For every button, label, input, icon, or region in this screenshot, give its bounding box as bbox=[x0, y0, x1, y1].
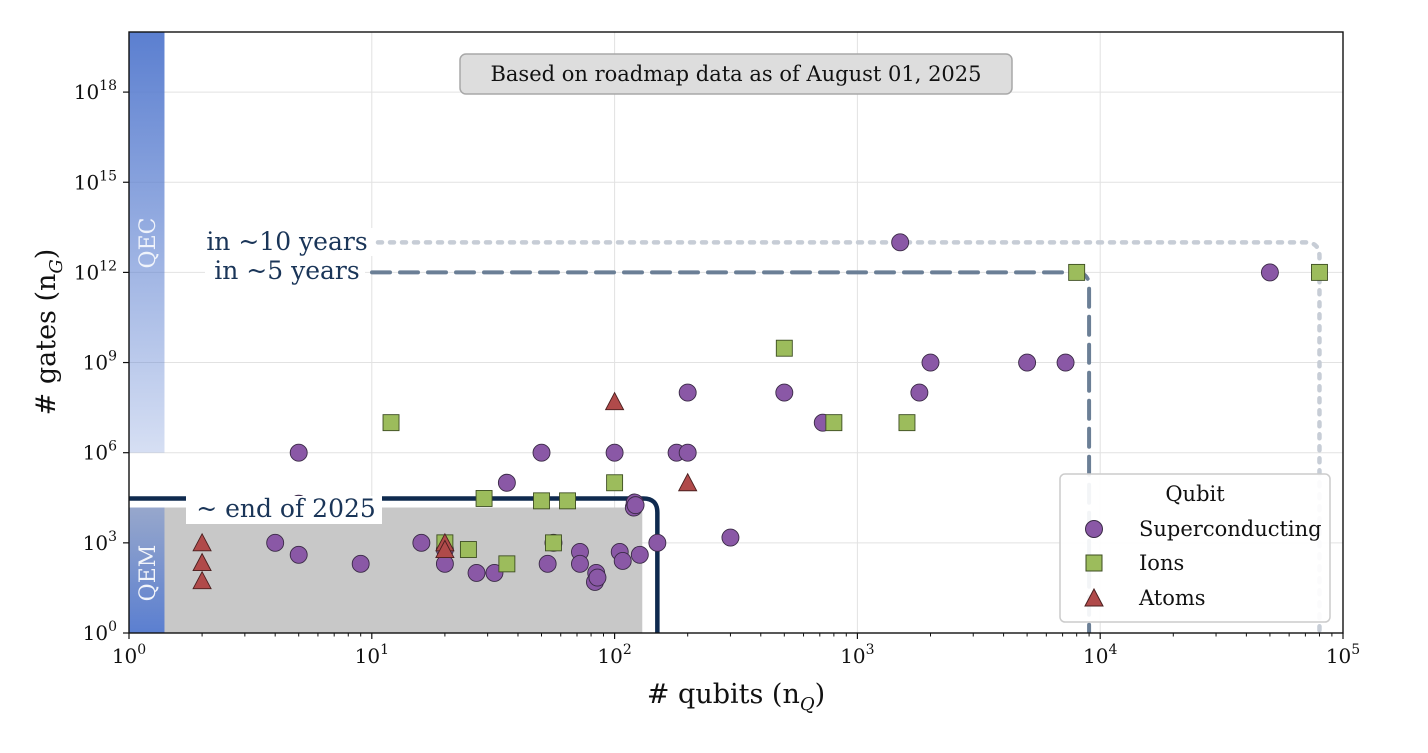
legend-marker-superconducting bbox=[1085, 520, 1103, 538]
data-point-atoms bbox=[604, 391, 625, 411]
data-point-ions bbox=[606, 474, 624, 492]
data-point-superconducting bbox=[678, 443, 697, 462]
data-point-superconducting bbox=[351, 554, 370, 573]
data-point-ions bbox=[898, 414, 916, 432]
y-axis-label: # gates (nG) bbox=[31, 249, 67, 416]
annotation-text: Based on roadmap data as of August 01, 2… bbox=[490, 62, 981, 86]
legend-label-atoms: Atoms bbox=[1138, 586, 1206, 610]
qec-region-label: QEC bbox=[136, 218, 161, 269]
frontier-label-10y-bg bbox=[196, 228, 374, 256]
plot-border bbox=[128, 31, 1344, 634]
data-point-ions bbox=[775, 339, 793, 357]
y-tick-label: 100 bbox=[83, 619, 117, 645]
legend-marker-ions bbox=[1085, 554, 1103, 572]
x-tick-label: 102 bbox=[597, 642, 631, 668]
frontier-label-2025-bg bbox=[186, 496, 382, 524]
data-point-superconducting bbox=[532, 443, 551, 462]
data-point-ions bbox=[1068, 263, 1086, 281]
qem-region-label: QEM bbox=[136, 545, 161, 602]
y-tick-label: 109 bbox=[83, 349, 117, 375]
data-point-superconducting bbox=[588, 568, 607, 587]
data-point-superconducting bbox=[613, 551, 632, 570]
frontier-label-10y: in ~10 years bbox=[206, 227, 367, 256]
frontier-label-5y-bg bbox=[205, 258, 365, 286]
legend-marker-atoms bbox=[1084, 587, 1104, 607]
plot-frame bbox=[128, 31, 1344, 634]
x-tick-label: 105 bbox=[1326, 642, 1360, 668]
data-point-ions bbox=[1311, 263, 1328, 281]
data-point-superconducting bbox=[921, 353, 940, 372]
axis-ticks: 100 101 102 103 104 105 100 103 106 109 1012 1015 10… bbox=[74, 78, 1360, 668]
data-point-superconducting bbox=[289, 443, 308, 462]
data-point-superconducting bbox=[467, 563, 486, 582]
data-point-superconducting bbox=[891, 233, 910, 252]
data-points bbox=[192, 233, 1328, 591]
data-point-atoms bbox=[435, 539, 455, 558]
qec-band bbox=[129, 32, 165, 453]
data-point-superconducting bbox=[605, 443, 624, 462]
data-point-superconducting bbox=[289, 545, 308, 564]
data-point-superconducting bbox=[497, 473, 516, 492]
data-point-ions bbox=[475, 490, 493, 507]
data-point-ions bbox=[382, 414, 400, 432]
y-tick-label: 1018 bbox=[74, 78, 117, 104]
legend-label-superconducting: Superconducting bbox=[1139, 517, 1322, 541]
frontier-label-5y: in ~5 years bbox=[214, 256, 359, 285]
data-point-superconducting bbox=[412, 533, 431, 552]
data-point-superconducting bbox=[630, 545, 649, 564]
data-point-ions bbox=[545, 534, 562, 552]
data-point-superconducting bbox=[775, 383, 794, 402]
legend-title: Qubit bbox=[1165, 482, 1225, 506]
frontier-labels: in ~10 years in ~5 years ~ end of 2025 bbox=[186, 227, 382, 524]
x-axis-label: # qubits (nQ) bbox=[647, 679, 825, 715]
data-point-superconducting bbox=[1056, 353, 1075, 372]
data-point-superconducting bbox=[571, 554, 589, 573]
data-point-atoms bbox=[192, 552, 212, 572]
data-point-ions bbox=[559, 492, 576, 510]
y-tick-label: 1012 bbox=[74, 258, 117, 284]
data-point-superconducting bbox=[910, 383, 929, 402]
frontier-10y-curve bbox=[375, 240, 1322, 633]
data-point-atoms bbox=[192, 532, 212, 552]
qem-band bbox=[129, 507, 165, 633]
data-point-superconducting bbox=[626, 496, 645, 515]
legend-box bbox=[1059, 473, 1331, 623]
data-point-ions bbox=[533, 492, 550, 510]
x-tick-label: 104 bbox=[1083, 642, 1117, 668]
data-point-superconducting bbox=[1260, 263, 1279, 282]
data-point-ions bbox=[498, 555, 516, 573]
legend-label-ions: Ions bbox=[1139, 551, 1184, 575]
y-tick-label: 106 bbox=[83, 439, 117, 465]
frontier-2025-curve bbox=[129, 496, 660, 633]
x-tick-label: 103 bbox=[840, 642, 874, 668]
x-tick-label: 100 bbox=[112, 642, 146, 668]
data-point-superconducting bbox=[678, 383, 697, 402]
data-point-ions bbox=[459, 541, 477, 558]
data-point-atoms bbox=[677, 472, 698, 492]
data-point-atoms bbox=[192, 570, 212, 590]
legend: Qubit Superconducting Ions Atoms bbox=[1059, 473, 1331, 623]
data-point-ions bbox=[825, 414, 843, 432]
frontier-label-2025: ~ end of 2025 bbox=[196, 494, 376, 523]
annotation-box: Based on roadmap data as of August 01, 2… bbox=[459, 53, 1013, 95]
y-tick-label: 1015 bbox=[74, 168, 117, 194]
data-point-superconducting bbox=[648, 533, 667, 552]
data-point-superconducting bbox=[538, 554, 557, 573]
region-shading bbox=[129, 32, 643, 633]
annotation-box-bg bbox=[459, 53, 1013, 95]
data-point-superconducting bbox=[721, 528, 740, 547]
x-tick-label: 101 bbox=[355, 642, 389, 668]
data-point-superconducting bbox=[1018, 353, 1037, 372]
data-point-superconducting bbox=[266, 533, 285, 552]
qem-shaded-area bbox=[129, 507, 643, 633]
y-tick-label: 103 bbox=[83, 529, 117, 555]
